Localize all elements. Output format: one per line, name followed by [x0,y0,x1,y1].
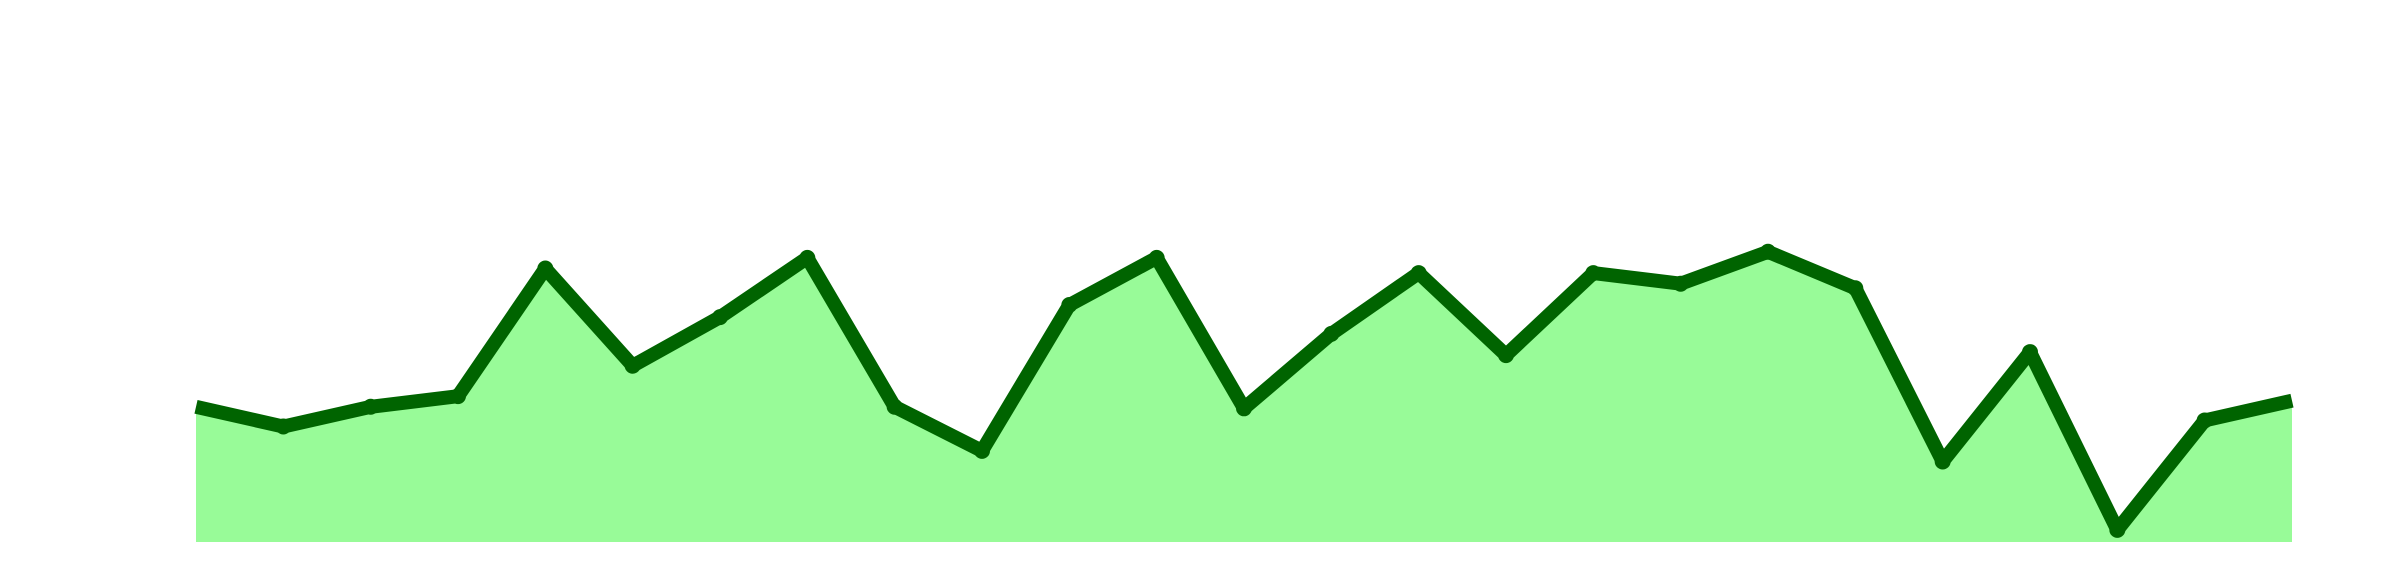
data-point [362,398,379,415]
data-point [1934,453,1951,470]
data-point [799,249,816,266]
data-point [1061,296,1078,313]
data-point [1847,280,1864,297]
data-point [2196,412,2213,429]
data-point [624,357,641,374]
data-point [275,418,292,435]
data-point [2022,344,2038,361]
data-point [712,309,728,326]
data-point [537,260,554,277]
data-point [1760,243,1776,260]
data-point [1672,275,1689,292]
data-point [2109,521,2126,538]
data-point [1498,347,1514,364]
point-layer [275,243,2213,538]
data-point [450,388,466,405]
data-point [1236,400,1252,417]
data-point [1323,325,1340,342]
data-point [1585,265,1602,282]
data-point [974,442,990,459]
data-point [886,398,903,415]
data-point [1410,265,1427,282]
data-point [1148,249,1165,266]
